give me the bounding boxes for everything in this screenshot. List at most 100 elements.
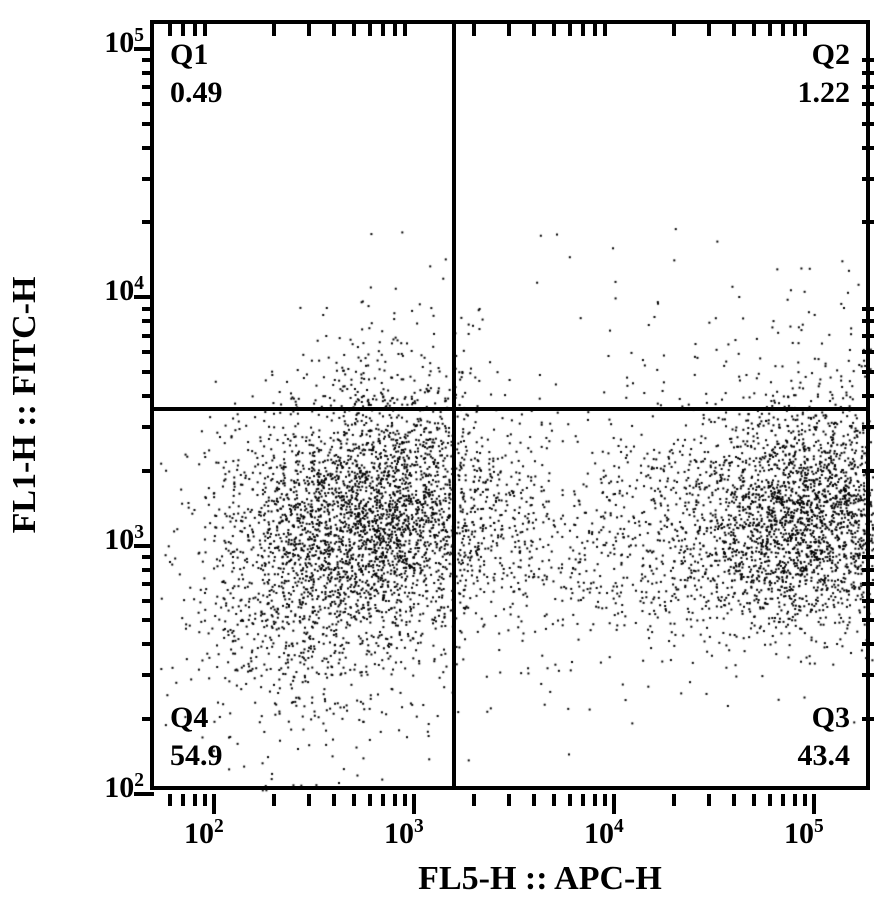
x-tick-minor-top [368, 24, 372, 36]
y-tick-minor-right [862, 122, 874, 126]
y-tick-minor [142, 582, 154, 586]
y-tick-minor-right [862, 599, 874, 603]
y-tick-minor-right [862, 220, 874, 224]
x-tick-minor [603, 794, 607, 806]
x-tick-minor-top [532, 24, 536, 36]
y-tick-minor [142, 394, 154, 398]
y-tick-minor-right [862, 555, 874, 559]
x-tick-minor [752, 794, 756, 806]
plot-area: Q1 0.49 Q2 1.22 Q3 43.4 Q4 54.9 [150, 20, 870, 790]
y-tick-minor-right [862, 370, 874, 374]
q3-value: 43.4 [798, 737, 851, 775]
x-tick-major [612, 794, 616, 814]
y-tick-minor [142, 85, 154, 89]
x-tick-minor [307, 794, 311, 806]
x-tick-minor [672, 794, 676, 806]
y-tick-minor [142, 319, 154, 323]
x-tick-minor [403, 794, 407, 806]
x-tick-minor [352, 794, 356, 806]
x-tick-minor-top [552, 24, 556, 36]
x-tick-minor-top [568, 24, 572, 36]
x-tick-minor-top [168, 24, 172, 36]
x-tick-minor-top [381, 24, 385, 36]
x-tick-minor-top [352, 24, 356, 36]
y-tick-minor [142, 568, 154, 572]
x-tick-minor [193, 794, 197, 806]
quadrant-q3-label: Q3 43.4 [798, 699, 851, 774]
x-tick-minor [332, 794, 336, 806]
x-tick-minor-top [507, 24, 511, 36]
y-tick-minor [142, 122, 154, 126]
x-tick-minor-top [272, 24, 276, 36]
y-tick-minor-right [862, 102, 874, 106]
y-tick-minor [142, 350, 154, 354]
x-tick-minor [368, 794, 372, 806]
y-tick-minor-right [862, 642, 874, 646]
y-tick-minor [142, 71, 154, 75]
q2-name: Q2 [798, 36, 851, 74]
q4-name: Q4 [170, 699, 223, 737]
x-tick-major [812, 794, 816, 814]
x-tick-label: 103 [384, 816, 424, 851]
x-tick-minor-top [732, 24, 736, 36]
y-tick-minor [142, 425, 154, 429]
y-tick-minor-right [862, 618, 874, 622]
y-tick-minor-right [862, 425, 874, 429]
y-tick-minor [142, 177, 154, 181]
x-tick-minor [581, 794, 585, 806]
q1-name: Q1 [170, 36, 223, 74]
x-tick-minor [393, 794, 397, 806]
quadrant-q2-label: Q2 1.22 [798, 36, 851, 111]
x-tick-minor-top [707, 24, 711, 36]
x-tick-minor-top [752, 24, 756, 36]
x-tick-minor [168, 794, 172, 806]
quadrant-line-horizontal [154, 407, 866, 411]
y-tick-minor-right [862, 71, 874, 75]
x-tick-minor-top [403, 24, 407, 36]
y-tick-minor-right [862, 717, 874, 721]
y-tick-minor-right [862, 146, 874, 150]
x-tick-minor [203, 794, 207, 806]
y-tick-minor [142, 618, 154, 622]
x-tick-minor [532, 794, 536, 806]
quadrant-q4-label: Q4 54.9 [170, 699, 223, 774]
x-tick-minor-top [472, 24, 476, 36]
x-tick-minor [181, 794, 185, 806]
x-tick-minor-top [672, 24, 676, 36]
y-tick-minor [142, 717, 154, 721]
x-tick-minor-top [768, 24, 772, 36]
x-tick-minor [803, 794, 807, 806]
y-tick-label: 102 [104, 770, 144, 805]
x-tick-label: 102 [184, 816, 224, 851]
x-tick-minor-top [193, 24, 197, 36]
x-tick-minor [507, 794, 511, 806]
y-tick-label: 103 [104, 522, 144, 557]
y-tick-minor-right [862, 673, 874, 677]
x-tick-minor [381, 794, 385, 806]
y-tick-minor [142, 334, 154, 338]
x-tick-label: 104 [584, 816, 624, 851]
y-tick-minor-right [862, 350, 874, 354]
y-tick-minor-right [862, 58, 874, 62]
x-tick-minor-top [332, 24, 336, 36]
x-tick-minor [707, 794, 711, 806]
y-tick-minor-right [862, 568, 874, 572]
x-tick-minor-top [393, 24, 397, 36]
x-tick-minor-top [593, 24, 597, 36]
y-tick-label: 105 [104, 25, 144, 60]
x-tick-minor [768, 794, 772, 806]
x-tick-minor [272, 794, 276, 806]
x-tick-minor-top [803, 24, 807, 36]
x-tick-minor [593, 794, 597, 806]
y-tick-minor-right [862, 307, 874, 311]
x-tick-major [212, 794, 216, 814]
x-axis-label: FL5-H :: APC-H [418, 860, 662, 898]
x-tick-minor [781, 794, 785, 806]
y-tick-minor [142, 102, 154, 106]
x-tick-minor [568, 794, 572, 806]
y-tick-minor [142, 469, 154, 473]
y-tick-label: 104 [104, 273, 144, 308]
y-tick-minor [142, 642, 154, 646]
y-tick-minor [142, 220, 154, 224]
x-tick-minor-top [603, 24, 607, 36]
